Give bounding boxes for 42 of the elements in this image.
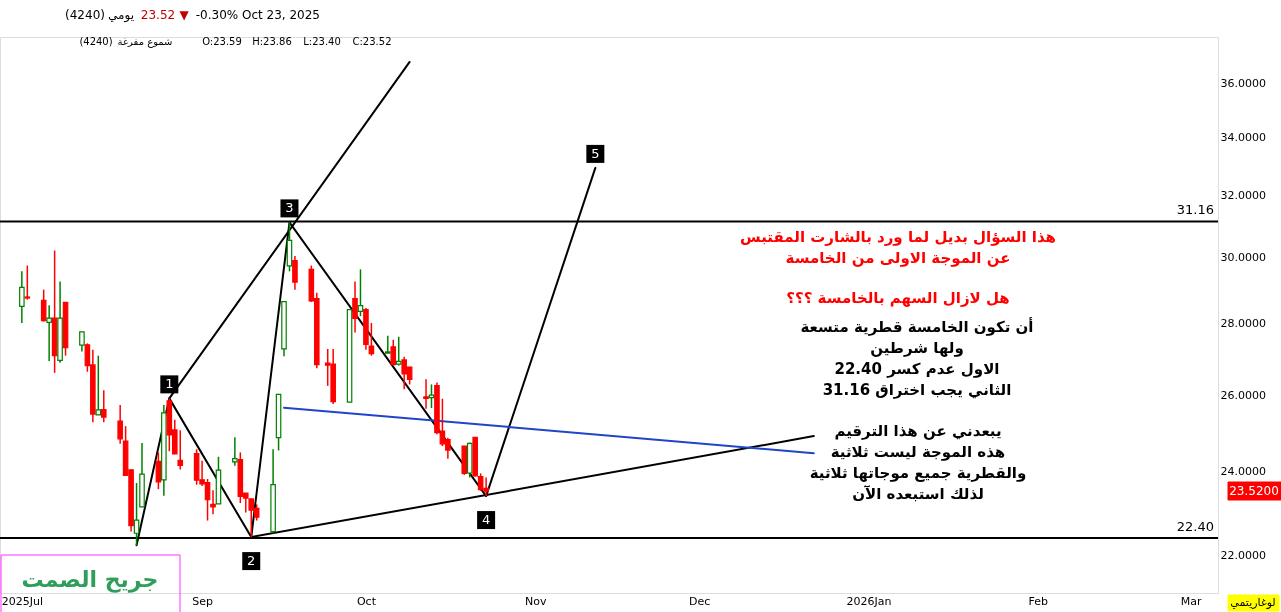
y-tick-label: 32.0000 [1220, 189, 1266, 203]
text: 23.5200 [1229, 484, 1279, 498]
y-tick-label: 30.0000 [1220, 251, 1266, 265]
text: Oct 23, 2025 [242, 8, 320, 22]
chart-subtitle: شموع مفرغة [117, 36, 173, 48]
x-tick-label: 2025Jul [1, 594, 43, 608]
y-tick-label: 34.0000 [1220, 131, 1266, 145]
annotation: 5 [591, 145, 600, 161]
annotation: H:23.86 [252, 36, 292, 47]
annotation: أن تكون الخامسة قطرية متسعة ولها شرطين الاول عدم كسر 22.40 الثاني يجب اختراق 31.16 [800, 317, 1034, 399]
x-tick-label: Dec [688, 594, 711, 608]
annotation: 1 [165, 376, 174, 392]
ref-line-label: 31.16 [1176, 202, 1214, 218]
annotation: جريح الصمت [21, 567, 159, 593]
text: 23.52 [140, 8, 176, 22]
annotation: هذا السؤال بديل لما ورد بالشارت المقتبس عن الموجة الاولى من الخامسة [739, 228, 1057, 267]
text: يومي [108, 8, 134, 23]
annotation: O:23.59 [202, 36, 242, 47]
text: ▼ [179, 8, 190, 22]
annotation: 3 [285, 200, 294, 216]
y-tick-label: 22.0000 [1220, 548, 1266, 562]
text: -0.30% [195, 8, 239, 22]
x-tick-label: Mar [1180, 594, 1203, 608]
chart-title: (4240) [65, 8, 105, 22]
x-tick-label: Nov [525, 594, 547, 608]
annotation: يبعدني عن هذا الترقيم هذه الموجة ليست ثلاثية والقطرية جميع موجاتها ثلاثية لذلك استبعده الآن [809, 422, 1027, 503]
annotation: L:23.40 [303, 36, 341, 47]
annotation: (4240) [79, 36, 113, 47]
x-tick-label: Sep [192, 594, 213, 608]
text: لوغاريتمي [1230, 596, 1276, 609]
y-tick-label: 26.0000 [1220, 388, 1266, 402]
x-tick-label: Oct [356, 594, 377, 608]
y-tick-label: 28.0000 [1220, 317, 1266, 331]
annotation: C:23.52 [352, 36, 392, 47]
x-tick-label: Feb [1028, 594, 1049, 608]
ref-line-label: 22.40 [1176, 518, 1214, 534]
y-tick-label: 24.0000 [1220, 465, 1266, 479]
annotation: هل لازال السهم بالخامسة ؟؟؟ [786, 289, 1010, 307]
y-tick-label: 36.0000 [1220, 76, 1266, 90]
annotation: 2 [247, 553, 256, 569]
annotation: 4 [481, 512, 491, 528]
x-tick-label: 2026Jan [846, 594, 892, 608]
